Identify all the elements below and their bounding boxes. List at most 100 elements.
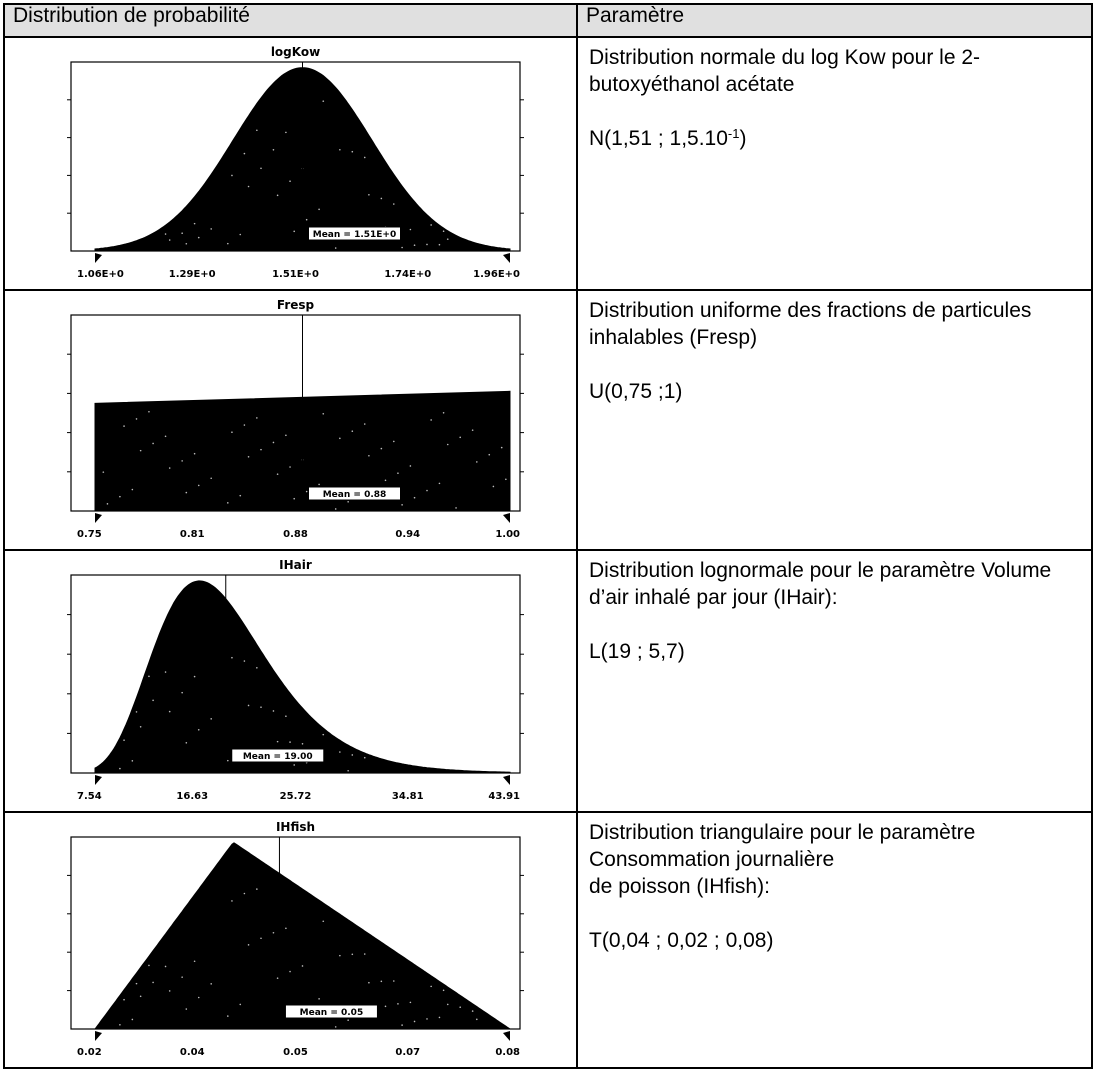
scan-speckle bbox=[293, 497, 296, 500]
chart-cell-ihair: IHair Mean = 19.00 7.54 16.63 25.72 34.81 43.9… bbox=[3, 549, 578, 813]
scan-speckle bbox=[135, 418, 138, 420]
scan-speckle bbox=[318, 208, 320, 211]
scan-speckle bbox=[363, 423, 366, 425]
x-tick-label: 0.88 bbox=[283, 529, 308, 540]
scan-speckle bbox=[368, 193, 370, 196]
scan-speckle bbox=[256, 666, 258, 669]
scan-speckle bbox=[289, 180, 291, 182]
scan-speckle bbox=[285, 927, 287, 930]
param-title: Distribution uniforme des fractions de p… bbox=[589, 299, 1032, 349]
scan-speckle bbox=[210, 477, 212, 480]
range-marker bbox=[503, 253, 510, 263]
scan-speckle bbox=[380, 197, 383, 200]
scan-speckle bbox=[272, 148, 275, 151]
scan-speckle bbox=[285, 131, 287, 134]
scan-speckle bbox=[413, 1020, 416, 1023]
param-formula: T(0,04 ; 0,02 ; 0,08) bbox=[589, 929, 774, 952]
range-marker bbox=[503, 1031, 510, 1041]
scan-speckle bbox=[139, 995, 142, 998]
scan-speckle bbox=[322, 413, 325, 415]
scan-speckle bbox=[119, 495, 121, 498]
scan-speckle bbox=[139, 725, 142, 728]
scan-speckle bbox=[135, 982, 138, 985]
scan-speckle bbox=[276, 473, 279, 475]
scan-speckle bbox=[363, 756, 366, 759]
x-tick-label: 0.75 bbox=[77, 529, 102, 540]
scan-speckle bbox=[231, 431, 233, 434]
scan-speckle bbox=[305, 218, 308, 221]
scan-speckle bbox=[471, 429, 474, 431]
distribution-table: Distribution de probabilité Paramètre lo… bbox=[3, 3, 1093, 1069]
scan-speckle bbox=[442, 411, 445, 414]
scan-speckle bbox=[351, 150, 354, 153]
header-distribution: Distribution de probabilité bbox=[3, 3, 578, 38]
scan-speckle bbox=[256, 888, 258, 890]
scan-speckle bbox=[442, 230, 445, 233]
scan-speckle bbox=[260, 706, 262, 708]
scan-speckle bbox=[426, 1018, 428, 1020]
scan-speckle bbox=[339, 148, 341, 151]
scan-speckle bbox=[193, 960, 196, 963]
scan-speckle bbox=[446, 1003, 449, 1006]
scan-speckle bbox=[181, 460, 183, 462]
x-tick-label: 16.63 bbox=[176, 791, 208, 802]
scan-speckle bbox=[243, 424, 246, 426]
scan-speckle bbox=[318, 483, 320, 486]
scan-speckle bbox=[409, 228, 412, 231]
scan-speckle bbox=[276, 194, 279, 197]
scan-speckle bbox=[247, 455, 250, 458]
scan-speckle bbox=[339, 751, 341, 753]
scan-speckle bbox=[260, 937, 262, 940]
scan-speckle bbox=[334, 247, 337, 249]
scan-speckle bbox=[438, 482, 441, 485]
scan-speckle bbox=[185, 741, 188, 744]
scan-speckle bbox=[438, 243, 441, 246]
scan-speckle bbox=[305, 490, 308, 493]
scan-speckle bbox=[272, 710, 275, 712]
scan-speckle bbox=[301, 742, 304, 745]
param-cell-ihfish: Distribution triangulaire pour le paramè… bbox=[576, 811, 1093, 1069]
x-tick-label: 0.08 bbox=[495, 1047, 520, 1058]
scan-speckle bbox=[446, 443, 449, 446]
scan-speckle bbox=[413, 244, 416, 247]
scan-speckle bbox=[380, 447, 383, 450]
chart-title: IHfish bbox=[276, 820, 315, 834]
scan-speckle bbox=[393, 440, 395, 443]
scan-speckle bbox=[152, 699, 154, 702]
scan-speckle bbox=[123, 425, 125, 427]
param-formula: N(1,51 ; 1,5.10-1) bbox=[589, 126, 747, 150]
range-marker bbox=[95, 1031, 102, 1041]
scan-speckle bbox=[322, 100, 325, 102]
scan-speckle bbox=[293, 230, 296, 233]
scan-speckle bbox=[231, 900, 233, 902]
scan-speckle bbox=[197, 236, 200, 239]
mean-label-box bbox=[284, 1004, 378, 1019]
scan-speckle bbox=[247, 704, 250, 707]
scan-speckle bbox=[426, 243, 428, 246]
scan-speckle bbox=[231, 656, 233, 659]
scan-speckle bbox=[260, 167, 262, 170]
scan-speckle bbox=[397, 1003, 399, 1005]
chart-title: Fresp bbox=[277, 298, 315, 312]
scan-speckle bbox=[276, 977, 279, 979]
scan-speckle bbox=[164, 233, 167, 235]
x-tick-label: 43.91 bbox=[488, 791, 520, 802]
scan-speckle bbox=[227, 502, 229, 504]
range-marker bbox=[95, 513, 102, 523]
scan-speckle bbox=[164, 671, 167, 673]
scan-speckle bbox=[210, 228, 212, 230]
scan-speckle bbox=[152, 981, 154, 984]
scan-speckle bbox=[322, 733, 325, 736]
scan-speckle bbox=[119, 767, 121, 770]
scan-speckle bbox=[197, 996, 200, 999]
scan-speckle bbox=[239, 233, 242, 236]
scan-speckle bbox=[351, 430, 354, 432]
mean-label-box bbox=[308, 486, 401, 501]
scan-speckle bbox=[289, 466, 291, 468]
x-tick-label: 7.54 bbox=[77, 791, 102, 802]
x-tick-label: 1.00 bbox=[495, 529, 520, 540]
scan-speckle bbox=[131, 1018, 134, 1021]
scan-speckle bbox=[131, 760, 134, 762]
scan-speckle bbox=[347, 769, 349, 772]
scan-speckle bbox=[135, 711, 138, 713]
